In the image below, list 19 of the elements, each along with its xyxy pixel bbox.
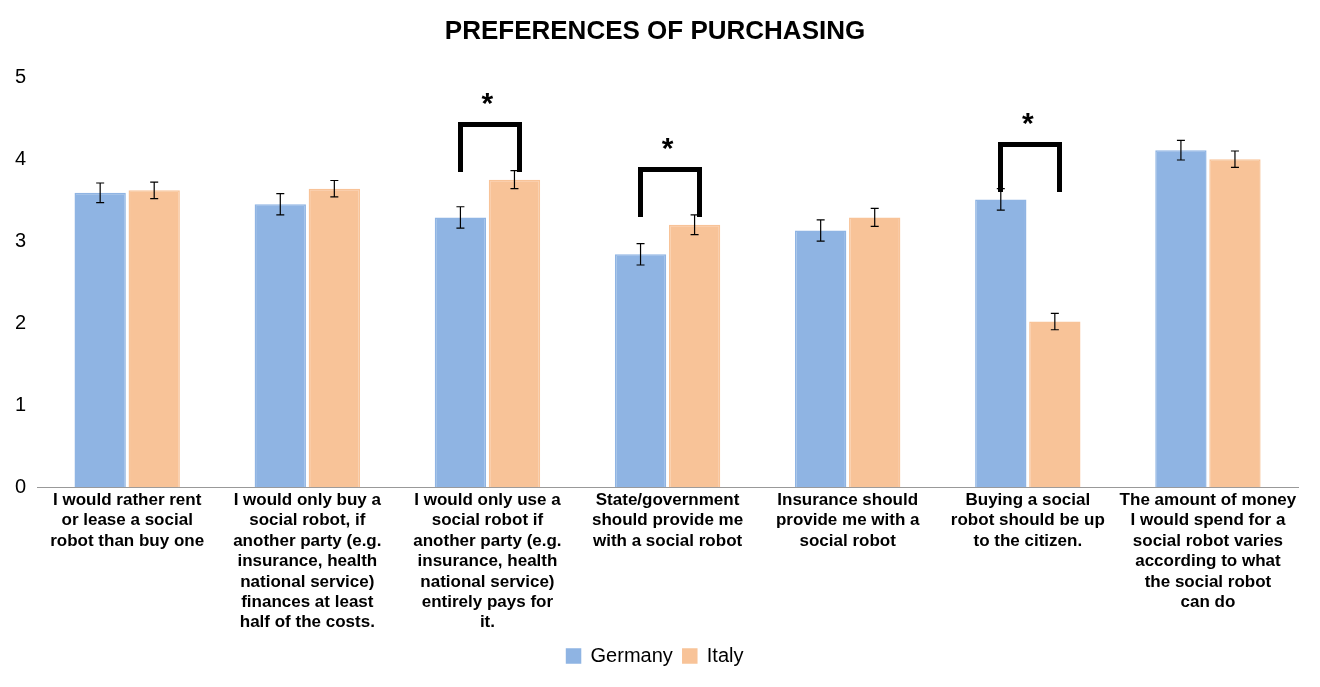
legend-label: Italy bbox=[706, 643, 744, 666]
y-tick-label: 4 bbox=[15, 146, 27, 169]
x-tick-label: I would only use a social robot if another party (e.g. insurance, health national service) entirely pays for it. bbox=[413, 490, 562, 632]
x-tick-label: State/government should provide me with a social robot bbox=[591, 490, 744, 550]
legend-label: Germany bbox=[590, 643, 673, 666]
x-tick-label: I would rather rent or lease a social robot than buy one bbox=[50, 490, 205, 550]
x-tick-label: I would only buy a social robot, if another party (e.g. insurance, health national service) finances at least half of the costs. bbox=[233, 490, 382, 632]
x-tick-label: The amount of money I would spend for a social robot varies according to what the social robot can do bbox=[1119, 490, 1297, 612]
y-tick-label: 5 bbox=[15, 64, 27, 87]
x-tick-label: Insurance should provide me with a social robot bbox=[775, 490, 921, 550]
y-tick-label: 2 bbox=[15, 310, 27, 333]
x-tick-label: Buying a social robot should be up to the citizen. bbox=[950, 490, 1105, 550]
annotation: * bbox=[480, 86, 495, 120]
chart-title: PREFERENCES OF PURCHASING bbox=[444, 14, 866, 45]
annotation: * bbox=[1020, 105, 1035, 139]
y-tick-label: 1 bbox=[15, 392, 27, 415]
y-tick-label: 0 bbox=[15, 474, 27, 497]
annotation: * bbox=[660, 131, 675, 165]
y-tick-label: 3 bbox=[15, 228, 27, 251]
